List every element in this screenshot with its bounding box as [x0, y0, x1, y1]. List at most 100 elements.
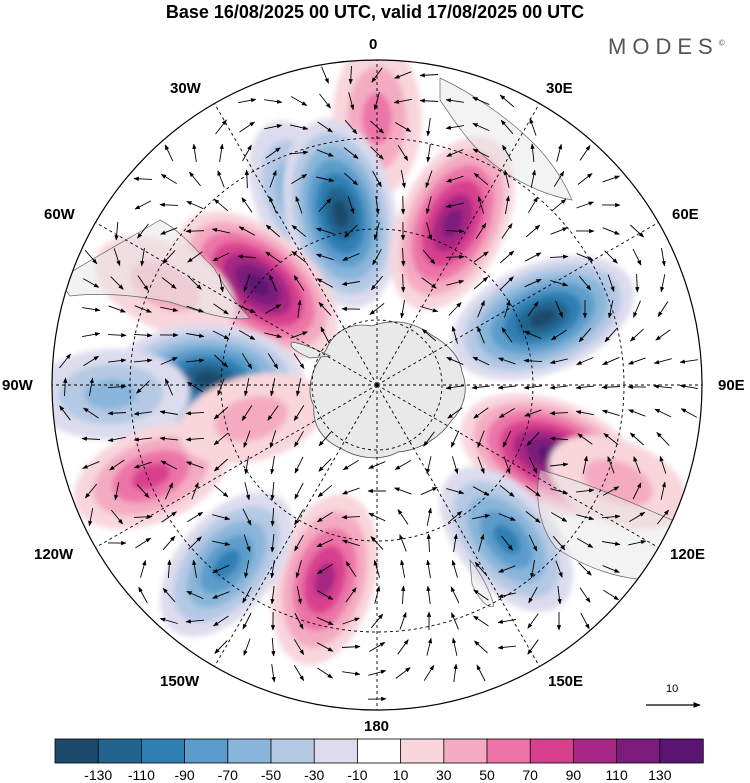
wind-vector	[135, 537, 152, 549]
wind-vector	[244, 560, 250, 579]
colorbar-swatch	[313, 738, 359, 764]
wind-vector	[238, 330, 256, 340]
wind-vector	[370, 613, 384, 629]
lon-label-90w: 90W	[2, 377, 33, 394]
wind-vector	[527, 301, 539, 317]
wind-vector	[342, 617, 361, 625]
wind-vector	[602, 227, 620, 235]
wind-vector	[316, 563, 333, 575]
wind-vector	[419, 98, 439, 103]
wind-vector	[160, 357, 178, 365]
wind-vector	[500, 119, 514, 135]
wind-vector	[160, 460, 178, 470]
wind-vector	[133, 461, 152, 469]
wind-vector	[59, 353, 71, 369]
wind-vector	[575, 410, 594, 416]
wind-vector	[318, 302, 332, 316]
wind-vector	[113, 248, 121, 267]
wind-vector	[238, 226, 256, 236]
wind-vector	[445, 229, 465, 234]
wind-vector	[294, 534, 304, 552]
wind-vector	[294, 482, 304, 500]
wind-vector	[295, 560, 302, 579]
wind-vector	[576, 253, 594, 261]
wind-vector	[133, 358, 153, 363]
south-america-landmass	[57, 219, 251, 320]
wind-vector	[368, 512, 386, 522]
wind-vector	[472, 122, 490, 132]
map-disk	[52, 60, 702, 710]
wind-vector	[553, 170, 565, 187]
wind-vector	[164, 378, 174, 396]
wind-vector	[238, 98, 257, 104]
wind-vector	[453, 663, 458, 682]
wind-vector	[555, 560, 563, 578]
wind-vector	[239, 121, 255, 133]
wind-vector	[368, 461, 386, 469]
wind-vector	[191, 482, 199, 500]
wind-vector	[602, 356, 620, 366]
colorbar-tick-label: 110	[605, 767, 628, 783]
wind-vector	[526, 431, 540, 447]
wind-vector	[348, 65, 353, 85]
wind-vector	[445, 202, 464, 208]
wind-vector	[550, 488, 569, 495]
wind-vector	[579, 145, 591, 161]
wind-vector	[316, 642, 334, 652]
colorbar-swatch	[616, 738, 661, 764]
wind-vector	[502, 144, 512, 162]
wind-vector	[578, 562, 592, 576]
wind-vector	[294, 508, 304, 526]
wind-vector	[575, 385, 595, 390]
wind-vector	[316, 616, 334, 626]
wind-vector	[523, 385, 542, 390]
wind-vector	[265, 251, 281, 263]
wind-vector	[187, 511, 204, 523]
wind-vector	[450, 586, 460, 604]
wind-vector	[164, 482, 174, 500]
wind-vector	[576, 514, 595, 521]
wind-vector	[420, 486, 438, 496]
wind-vector	[291, 174, 308, 184]
colorbar-tick-label: -50	[260, 767, 282, 783]
wind-vector	[271, 637, 276, 657]
wind-vector	[82, 307, 101, 312]
wind-vector	[476, 664, 486, 682]
wind-vector	[656, 509, 670, 525]
wind-vector	[217, 170, 225, 188]
wind-vector	[213, 303, 229, 315]
wind-vector	[212, 540, 231, 546]
wind-vector	[529, 117, 537, 136]
wind-vector	[400, 559, 406, 578]
wind-vector	[270, 586, 275, 605]
wind-vector	[161, 277, 177, 289]
brand-logo: MODES©	[608, 34, 725, 59]
meridian-line	[95, 222, 378, 386]
wind-vector	[238, 304, 256, 314]
wind-vector	[525, 224, 541, 238]
wind-vector	[423, 431, 435, 447]
wind-vector	[549, 385, 568, 390]
wind-vector	[400, 300, 405, 319]
wind-vector	[133, 176, 153, 181]
wind-vector	[423, 664, 435, 681]
wind-vector	[217, 378, 225, 396]
wind-vector	[162, 587, 176, 603]
wind-vector	[421, 328, 437, 342]
colorbar-tick-label: 30	[436, 767, 452, 783]
wind-vector	[187, 251, 203, 263]
wind-vector	[472, 148, 490, 158]
wind-vector	[372, 248, 382, 266]
wind-vector	[341, 515, 361, 520]
wind-vector	[452, 637, 458, 656]
colorbar-swatch	[227, 738, 272, 764]
wind-vector	[295, 195, 303, 214]
wind-vector	[269, 274, 277, 292]
wind-vector	[399, 611, 407, 630]
wind-vector	[218, 274, 224, 293]
wind-vector	[296, 378, 302, 397]
wind-vector	[159, 436, 179, 441]
wind-vector	[475, 222, 487, 239]
wind-vector	[473, 407, 489, 419]
wind-vector	[237, 254, 257, 259]
